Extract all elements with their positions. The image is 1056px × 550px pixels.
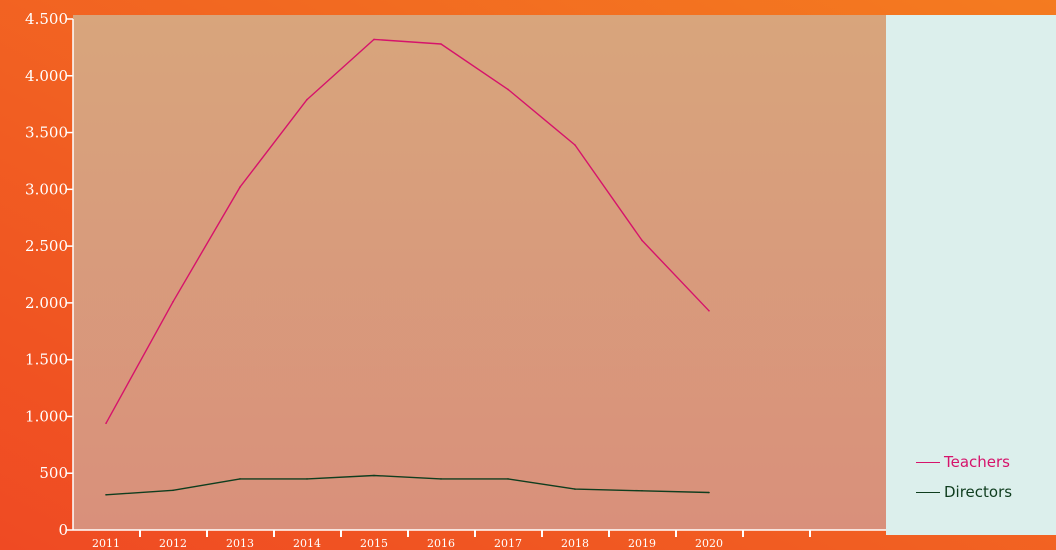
data-point-directors (708, 491, 710, 494)
y-tick-label: 1.500 (25, 351, 68, 369)
y-tick-label: 1.000 (25, 407, 68, 425)
x-tick-label: 2019 (628, 537, 656, 550)
data-point-teachers (440, 43, 442, 45)
legend-swatch-directors (916, 491, 940, 493)
y-tick-label: 500 (39, 464, 68, 482)
legend-item-teachers: Teachers (916, 453, 1010, 471)
data-point-directors (507, 478, 509, 480)
data-point-teachers (373, 38, 375, 41)
series-layer (105, 38, 710, 496)
x-tick-label: 2011 (92, 537, 120, 550)
data-point-teachers (239, 186, 241, 188)
x-tick-label: 2013 (226, 537, 254, 550)
data-point-teachers (574, 144, 576, 146)
data-point-directors (440, 478, 442, 480)
x-tick-label: 2018 (561, 537, 589, 550)
data-point-directors (239, 478, 241, 480)
x-tick-label: 2012 (159, 537, 187, 550)
data-point-directors (306, 478, 308, 480)
data-point-directors (373, 474, 375, 477)
data-point-teachers (641, 239, 643, 242)
data-point-directors (172, 489, 174, 492)
series-line-teachers (105, 38, 710, 424)
legend-swatch-teachers (916, 461, 940, 463)
legend: Teachers Directors (886, 15, 1056, 535)
data-point-directors (105, 494, 107, 496)
plot-area (73, 15, 886, 530)
legend-label-directors: Directors (944, 483, 1013, 501)
y-tick-label: 4.500 (25, 10, 68, 28)
data-point-directors (641, 490, 643, 492)
y-tick-label: 3.500 (25, 124, 68, 142)
x-tick-label: 2014 (293, 537, 321, 550)
x-tick-label: 2017 (494, 537, 522, 550)
y-tick-label: 0 (58, 521, 68, 539)
series-line-directors (105, 474, 710, 496)
data-point-teachers (507, 88, 509, 91)
x-tick-label: 2020 (695, 537, 723, 550)
y-tick-label: 4.000 (25, 67, 68, 85)
data-point-teachers (172, 301, 174, 303)
axes: 0 500 1.000 1.500 2.000 2.500 3.000 3.500 4.000 4… (25, 10, 886, 550)
data-point-teachers (708, 310, 710, 312)
data-point-teachers (306, 98, 308, 101)
y-tick-label: 2.000 (25, 294, 68, 312)
x-tick-label: 2016 (427, 537, 455, 550)
y-tick-label: 2.500 (25, 237, 68, 255)
legend-label-teachers: Teachers (944, 453, 1010, 471)
x-tick-label: 2015 (360, 537, 388, 550)
data-point-directors (574, 488, 576, 490)
legend-item-directors: Directors (916, 483, 1012, 501)
y-tick-label: 3.000 (25, 180, 68, 198)
data-point-teachers (105, 422, 107, 425)
